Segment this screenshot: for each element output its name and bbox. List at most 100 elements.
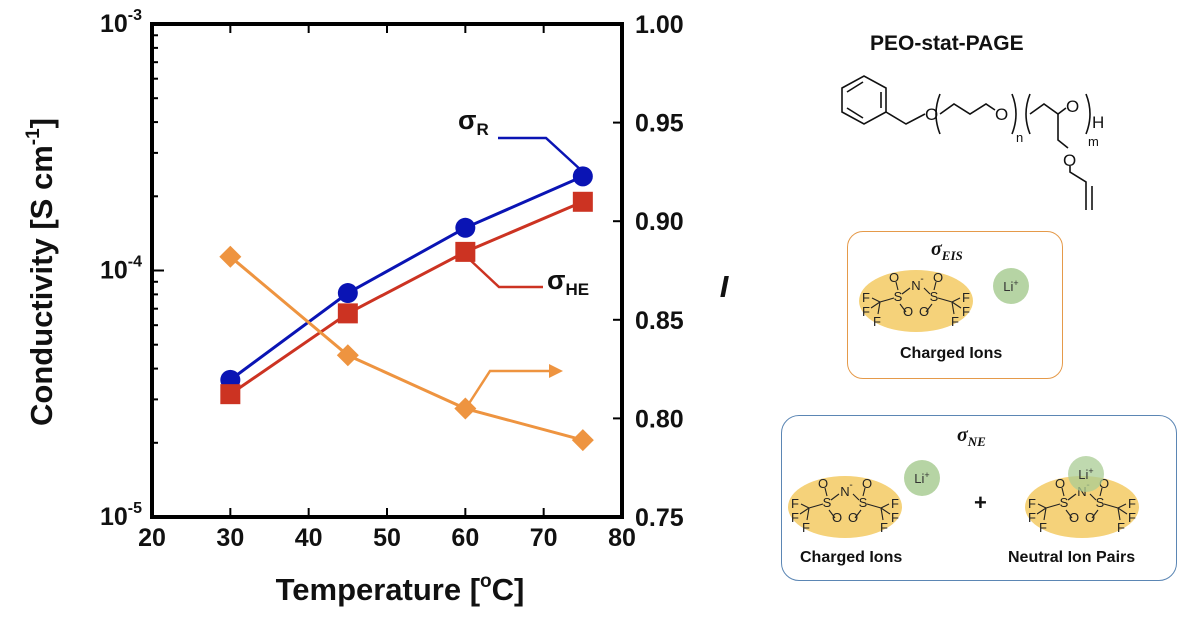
marker-sigma_HE: [572, 191, 593, 212]
x-tick-label: 50: [373, 524, 401, 552]
series-line-sigma_HE: [229, 200, 584, 396]
bond: [799, 507, 810, 515]
atom-f: F: [862, 290, 870, 305]
tick-labels: 20 30 40 50 60 70 80 10-3 10-4 10-5 1.00 0.95 0.90 0.…: [100, 7, 684, 552]
atom-o: O: [995, 105, 1008, 124]
ticks: [152, 24, 622, 517]
atom-o: O: [832, 510, 842, 525]
li-ion-free: Li+: [904, 460, 940, 496]
bond: [925, 303, 933, 313]
atom-s: S: [894, 289, 903, 304]
atom-o: O: [818, 476, 828, 491]
ne-caption-neutral: Neutral Ion Pairs: [1008, 549, 1136, 566]
benzene-ring: [841, 75, 887, 125]
y2-tick-label: 0.75: [635, 504, 684, 532]
x-tick-label: 40: [295, 524, 323, 552]
bond: [1091, 509, 1099, 519]
atom-f: F: [802, 520, 810, 535]
atom-o: O: [919, 304, 929, 319]
right-axis-arrow-line: [466, 369, 552, 406]
bond: [1037, 503, 1047, 509]
svg-text:Li+: Li+: [1003, 278, 1018, 294]
bond: [852, 493, 860, 501]
subscript-n: n: [1016, 130, 1023, 145]
bond: [1117, 507, 1128, 515]
atom-h: H: [1092, 113, 1104, 132]
bond: [824, 487, 828, 497]
atom-f: F: [891, 510, 899, 525]
atom-f: F: [1028, 510, 1036, 525]
li-ion-paired: Li+: [1068, 456, 1104, 492]
bond: [880, 507, 891, 515]
bond: [951, 301, 955, 315]
y2-tick-label: 1.00: [635, 11, 684, 39]
y2-tick-label: 0.90: [635, 208, 684, 236]
atom-s: S: [1060, 495, 1069, 510]
marker-sigma_R: [455, 217, 476, 238]
sigma-eis-title: σEIS: [931, 238, 963, 263]
anion-halo: [788, 476, 902, 538]
bond: [828, 509, 836, 519]
bond: [923, 287, 931, 295]
ring-double-bond: [846, 81, 864, 93]
page-paren-left: [1025, 93, 1031, 135]
ne-caption-charged: Charged Ions: [800, 549, 903, 566]
bond: [806, 507, 810, 521]
atom-f: F: [962, 290, 970, 305]
bond: [879, 297, 895, 303]
marker-sigma_HE: [337, 303, 358, 324]
marker-I: [219, 245, 242, 268]
y2-tick-label: 0.80: [635, 405, 684, 433]
atom-s: S: [930, 289, 939, 304]
atom-o: O: [903, 304, 913, 319]
atom-o: O: [1085, 510, 1095, 525]
atom-o: O: [889, 270, 899, 285]
bond: [1099, 487, 1103, 497]
bond: [880, 503, 890, 509]
bond: [937, 297, 953, 303]
atom-s: S: [1096, 495, 1105, 510]
y-tick-label: 10-5: [100, 500, 142, 531]
bond: [880, 507, 884, 521]
atom-n: N: [840, 484, 849, 499]
bond: [866, 503, 882, 509]
bond: [951, 301, 962, 309]
svg-text:Li+: Li+: [914, 470, 929, 486]
bond: [1061, 487, 1065, 497]
bond: [1067, 493, 1077, 501]
atom-f: F: [1039, 520, 1047, 535]
bond: [1036, 507, 1047, 515]
marker-sigma_R: [337, 283, 358, 304]
bond: [1065, 509, 1073, 519]
bond: [862, 487, 866, 497]
y-tick-label: 10-3: [100, 7, 142, 38]
atom-n: N: [911, 278, 920, 293]
bond: [877, 301, 881, 315]
marker-sigma_HE: [220, 384, 241, 405]
allyl-side-chain: [1057, 114, 1069, 149]
atom-f: F: [891, 496, 899, 511]
atom-s: S: [823, 495, 832, 510]
atom-f: F: [1028, 496, 1036, 511]
y-axis-title: Conductivity [S cm-1]: [23, 118, 59, 426]
series-line-I: [229, 255, 584, 442]
polymer-name: PEO-stat-PAGE: [870, 32, 1024, 55]
series-layer: [219, 166, 594, 452]
bond: [1117, 503, 1127, 509]
x-tick-label: 80: [608, 524, 636, 552]
marker-sigma_HE: [455, 241, 476, 262]
atom-f: F: [873, 314, 881, 329]
y2-axis-title: I: [720, 269, 730, 304]
peo-paren-right: [1011, 93, 1017, 135]
y2-tick-label: 0.95: [635, 110, 684, 138]
bond: [1045, 503, 1061, 509]
sigma-ne-title: σNE: [957, 424, 986, 449]
allyl-chain: [1069, 166, 1087, 210]
series-line-sigma_R: [229, 174, 584, 382]
bond: [870, 301, 881, 309]
atom-o: O: [848, 510, 858, 525]
sigma-he-label: σHE: [547, 265, 589, 299]
bond: [895, 281, 899, 291]
